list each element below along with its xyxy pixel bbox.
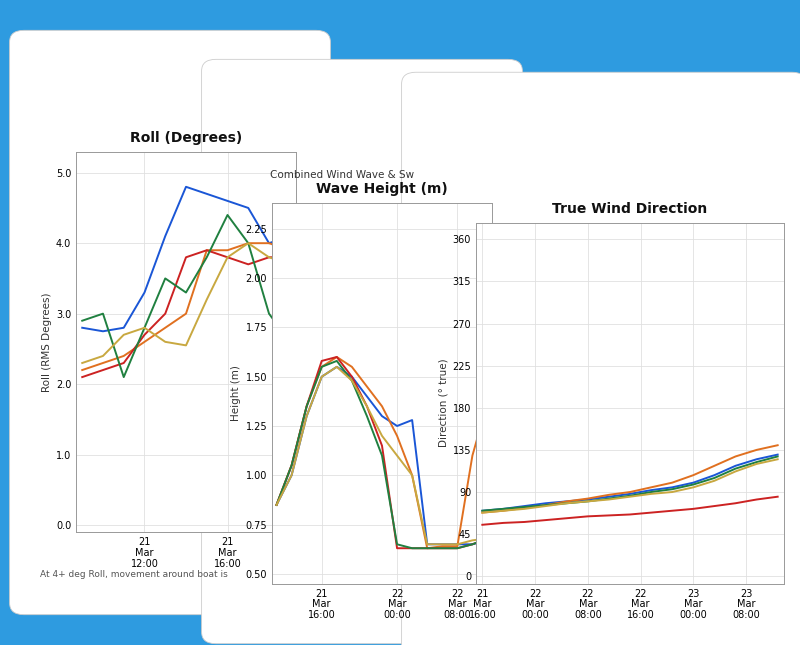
FancyBboxPatch shape [202, 59, 522, 644]
Text: Combined Wind Wave & Sw: Combined Wind Wave & Sw [270, 170, 414, 181]
FancyBboxPatch shape [402, 72, 800, 645]
Text: At 4+ deg Roll, movement around boat is: At 4+ deg Roll, movement around boat is [40, 570, 228, 579]
Y-axis label: Roll (RMS Degrees): Roll (RMS Degrees) [42, 292, 51, 392]
FancyBboxPatch shape [10, 30, 330, 615]
Title: True Wind Direction: True Wind Direction [552, 202, 708, 216]
Y-axis label: Height (m): Height (m) [231, 366, 242, 421]
Title: Roll (Degrees): Roll (Degrees) [130, 131, 242, 145]
Title: Wave Height (m): Wave Height (m) [316, 183, 448, 197]
Y-axis label: Direction (° true): Direction (° true) [438, 359, 448, 448]
